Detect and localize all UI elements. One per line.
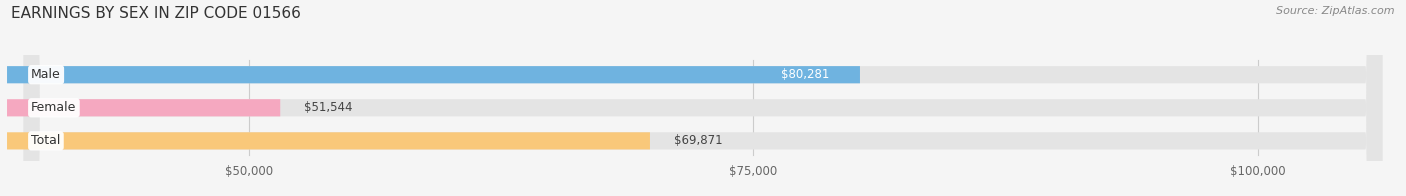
FancyBboxPatch shape (7, 99, 280, 116)
Text: $80,281: $80,281 (782, 68, 830, 81)
Text: $51,544: $51,544 (305, 101, 353, 114)
Text: Female: Female (31, 101, 76, 114)
FancyBboxPatch shape (24, 0, 1382, 196)
Text: Male: Male (31, 68, 60, 81)
FancyBboxPatch shape (7, 66, 860, 83)
FancyBboxPatch shape (24, 0, 1382, 196)
Text: $69,871: $69,871 (673, 134, 723, 147)
Text: Source: ZipAtlas.com: Source: ZipAtlas.com (1277, 6, 1395, 16)
Text: Total: Total (31, 134, 60, 147)
FancyBboxPatch shape (24, 0, 1382, 196)
Text: EARNINGS BY SEX IN ZIP CODE 01566: EARNINGS BY SEX IN ZIP CODE 01566 (11, 6, 301, 21)
FancyBboxPatch shape (7, 132, 650, 150)
